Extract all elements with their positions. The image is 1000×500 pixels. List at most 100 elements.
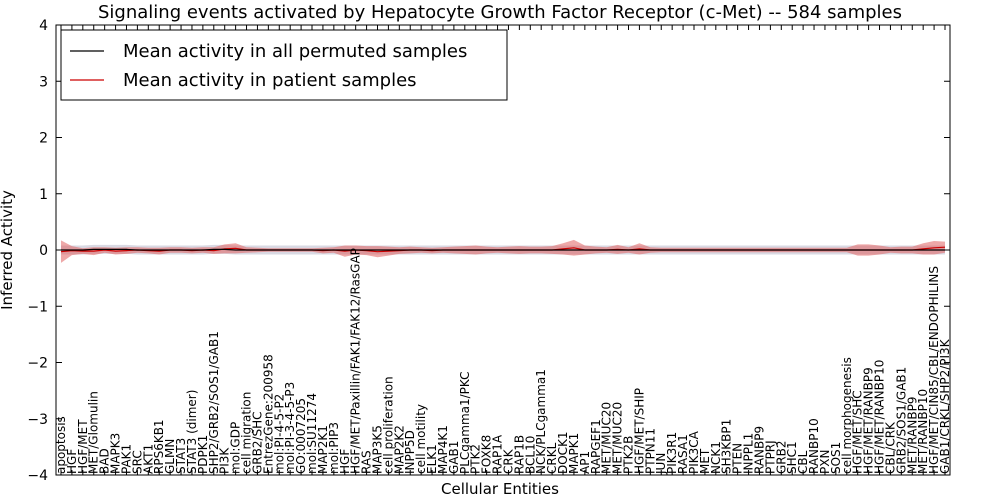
legend: Mean activity in all permuted samples Me… (60, 29, 508, 101)
x-category-label: GRB2/SOS1/GAB1 (894, 367, 908, 474)
x-category-label: CRKL (545, 442, 559, 474)
x-category-label: mol:GDP (229, 422, 243, 474)
x-category-label: PTEN (731, 443, 745, 474)
x-category-label: INPP5D (403, 430, 417, 474)
x-category-label: CBL (796, 450, 810, 474)
x-category-label: mol:PI-3-4-5-P3 (283, 382, 297, 474)
x-category-label: HGF/MET/SHIP (632, 388, 646, 474)
x-category-label: MET/RANBP9 (905, 397, 919, 474)
x-category-label: GRB2 (774, 440, 788, 474)
band-series-1 (61, 239, 945, 263)
x-category-label: GRB2/SHC (250, 411, 264, 474)
y-axis: 4 3 2 1 0 −1 −2 −3 −4 (27, 18, 950, 484)
x-category-label: SH3KBP1 (720, 419, 734, 474)
x-category-label: PI3K (218, 447, 232, 474)
x-category-label: PTK2B (622, 436, 636, 474)
y-tick-label: 0 (39, 243, 48, 259)
x-category-label: FOXK8 (480, 435, 494, 474)
x-category-label: EntrezGene:200958 (261, 354, 275, 474)
x-category-label: RAS (360, 450, 374, 474)
x-category-label: STAT3 (dimer) (185, 390, 199, 474)
x-category-label: HGF/MET/CIN85/CBL/ENDOPHILINS (927, 266, 941, 474)
x-category-label: MET/MUC20 (600, 402, 614, 474)
x-category-label: HGF/MET/RANBP10 (873, 360, 887, 474)
x-category-label: PIK3R1 (665, 432, 679, 474)
x-category-label: PXN (818, 450, 832, 474)
x-category-label: PTK2 (469, 444, 483, 474)
legend-box (60, 29, 508, 101)
x-category-label: MAP3K5 (370, 425, 384, 474)
x-category-label: MAPK3 (109, 433, 123, 474)
chart-title: Signaling events activated by Hepatocyte… (98, 2, 902, 23)
x-category-label: cell proliferation (381, 376, 395, 474)
x-category-label: AKT1 (141, 444, 155, 474)
x-category-label: SHC1 (785, 441, 799, 474)
x-category-label: RASA1 (676, 434, 690, 474)
x-category-label: RAP1B (512, 435, 526, 474)
x-category-label: NCK1 (709, 441, 723, 474)
y-tick-label: −1 (27, 299, 48, 315)
y-tick-label: −3 (27, 412, 48, 428)
x-category-label: DOCK1 (556, 431, 570, 474)
x-category-label: GLMN (163, 439, 177, 474)
y-tick-label: −4 (27, 468, 48, 484)
x-category-label: cell migration (240, 392, 254, 474)
x-category-label: RANBP10 (807, 418, 821, 474)
x-category-label: CBL/CRK (883, 421, 897, 474)
x-category-label: AP1 (578, 451, 592, 474)
x-category-label: SRC (130, 450, 144, 474)
x-category-label: RAP1A (491, 434, 505, 474)
x-category-label: HGF/MET/SHC (851, 390, 865, 474)
x-category-label: GO:0007205 (294, 398, 308, 474)
x-category-label: PLCgamma1/PKC (458, 371, 472, 474)
x-category-label: BAD (98, 448, 112, 474)
x-category-label: INPPL1 (742, 433, 756, 474)
x-category-label: RANBP9 (752, 426, 766, 474)
x-category-label: SHP2/GRB2/SOS1/GAB1 (207, 331, 221, 474)
y-tick-label: −2 (27, 356, 48, 372)
y-tick-label: 1 (39, 187, 48, 203)
x-category-label: mol:PI-4-5-P2 (272, 394, 286, 474)
x-category-label: GAB1 (447, 441, 461, 474)
x-category-label: HGF/MET/RANBP9 (862, 367, 876, 474)
x-category-label: RAPGEF1 (589, 419, 603, 474)
confidence-bands (61, 239, 945, 263)
x-category-label: PAK1 (119, 444, 133, 474)
x-category-label: PTPRJ (763, 440, 777, 474)
series-lines (60, 246, 946, 253)
x-category-label: MAP2K1 (316, 425, 330, 474)
x-category-label: mol:SU11274 (305, 393, 319, 474)
line-series-0 (61, 248, 945, 251)
x-category-label: cell morphogenesis (840, 357, 854, 474)
y-tick-label: 4 (39, 18, 48, 34)
x-category-label: HGF (65, 449, 79, 474)
legend-label-permuted: Mean activity in all permuted samples (123, 41, 467, 62)
x-category-label: ELK1 (425, 444, 439, 474)
x-category-label: CRK (501, 448, 515, 474)
x-category-label: MET (698, 448, 712, 474)
x-category-label: STAT3 (174, 438, 188, 474)
x-category-label: PTPN11 (643, 428, 657, 474)
x-category-label: NCK/PLCgamma1 (534, 369, 548, 474)
x-category-label: MET/RANBP10 (916, 389, 930, 474)
x-category-label: apoptosis (54, 416, 68, 474)
x-category-label: BCL10 (523, 436, 537, 474)
x-category-label: MET/Glomulin (87, 391, 101, 474)
x-axis: apoptosisHGFHGF/METMET/GlomulinBADMAPK3P… (54, 25, 952, 475)
x-category-label: mol:PIP3 (327, 422, 341, 474)
x-category-label: SOS1 (829, 442, 843, 474)
x-category-label: PDPK1 (196, 435, 210, 474)
x-category-label: HGF/MET (76, 419, 90, 474)
x-category-label: MET/MUC20 (611, 402, 625, 474)
x-category-label: JUN (654, 453, 668, 475)
x-category-label: RPS6KB1 (152, 419, 166, 474)
x-axis-label: Cellular Entities (441, 480, 559, 498)
x-category-label: MAP2K2 (392, 425, 406, 474)
x-category-label: HGF/MET/Paxillin/FAK1/FAK12/RasGAP (349, 248, 363, 474)
y-axis-label: Inferred Activity (0, 190, 16, 310)
x-category-label: PIK3CA (687, 430, 701, 474)
legend-label-patient: Mean activity in patient samples (123, 70, 417, 91)
x-category-label: cell motility (414, 404, 428, 474)
x-category-label: GAB1/CRKL/SHP2/PI3K (938, 338, 952, 474)
